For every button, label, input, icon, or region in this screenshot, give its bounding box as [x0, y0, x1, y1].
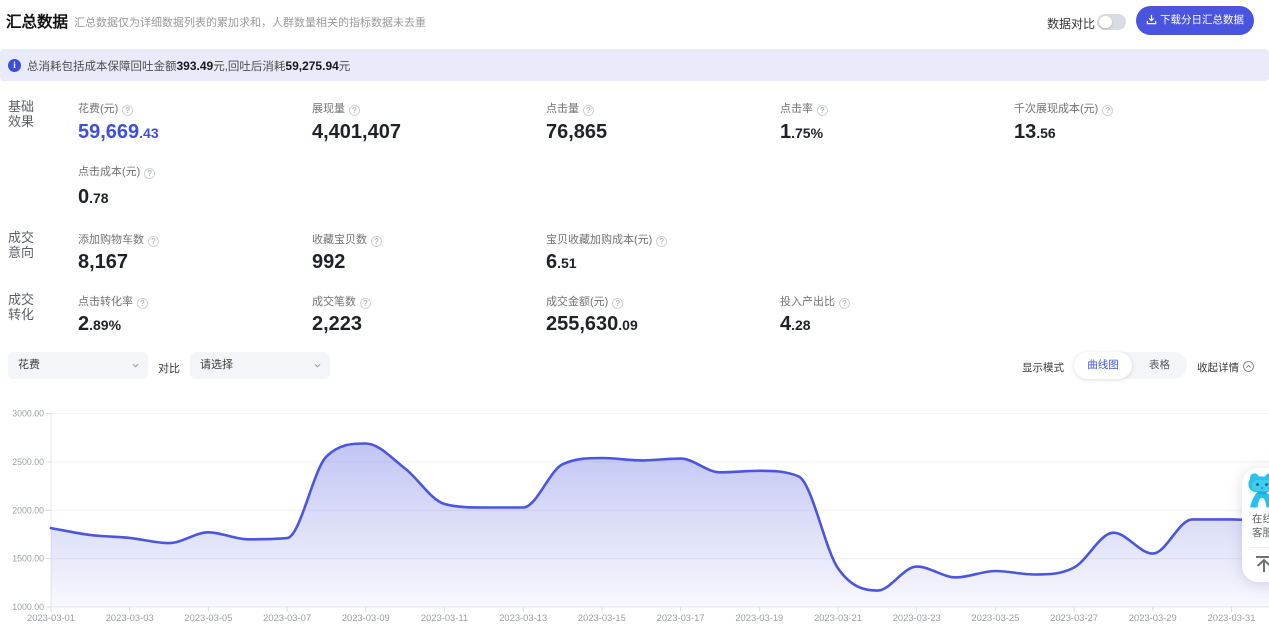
svg-text:2023-03-29: 2023-03-29	[1129, 612, 1177, 623]
svg-text:2023-03-13: 2023-03-13	[499, 612, 547, 623]
svg-text:2023-03-05: 2023-03-05	[184, 612, 232, 623]
svg-text:2023-03-23: 2023-03-23	[893, 612, 941, 623]
svg-text:2000.00: 2000.00	[12, 505, 44, 515]
svg-text:3000.00: 3000.00	[12, 409, 44, 419]
svg-text:2023-03-03: 2023-03-03	[106, 612, 154, 623]
svg-text:2023-03-21: 2023-03-21	[814, 612, 862, 623]
svg-text:2500.00: 2500.00	[12, 457, 44, 467]
svg-text:2023-03-09: 2023-03-09	[342, 612, 390, 623]
svg-text:1000.00: 1000.00	[12, 602, 44, 612]
svg-text:2023-03-25: 2023-03-25	[971, 612, 1019, 623]
svg-text:2023-03-27: 2023-03-27	[1050, 612, 1098, 623]
svg-text:2023-03-11: 2023-03-11	[421, 612, 468, 623]
svg-text:2023-03-31: 2023-03-31	[1208, 612, 1256, 623]
svg-text:2023-03-17: 2023-03-17	[657, 612, 705, 623]
svg-text:2023-03-07: 2023-03-07	[263, 612, 311, 623]
svg-text:2023-03-15: 2023-03-15	[578, 612, 626, 623]
svg-text:2023-03-01: 2023-03-01	[27, 612, 75, 623]
svg-text:1500.00: 1500.00	[12, 554, 44, 564]
svg-text:2023-03-19: 2023-03-19	[735, 612, 783, 623]
